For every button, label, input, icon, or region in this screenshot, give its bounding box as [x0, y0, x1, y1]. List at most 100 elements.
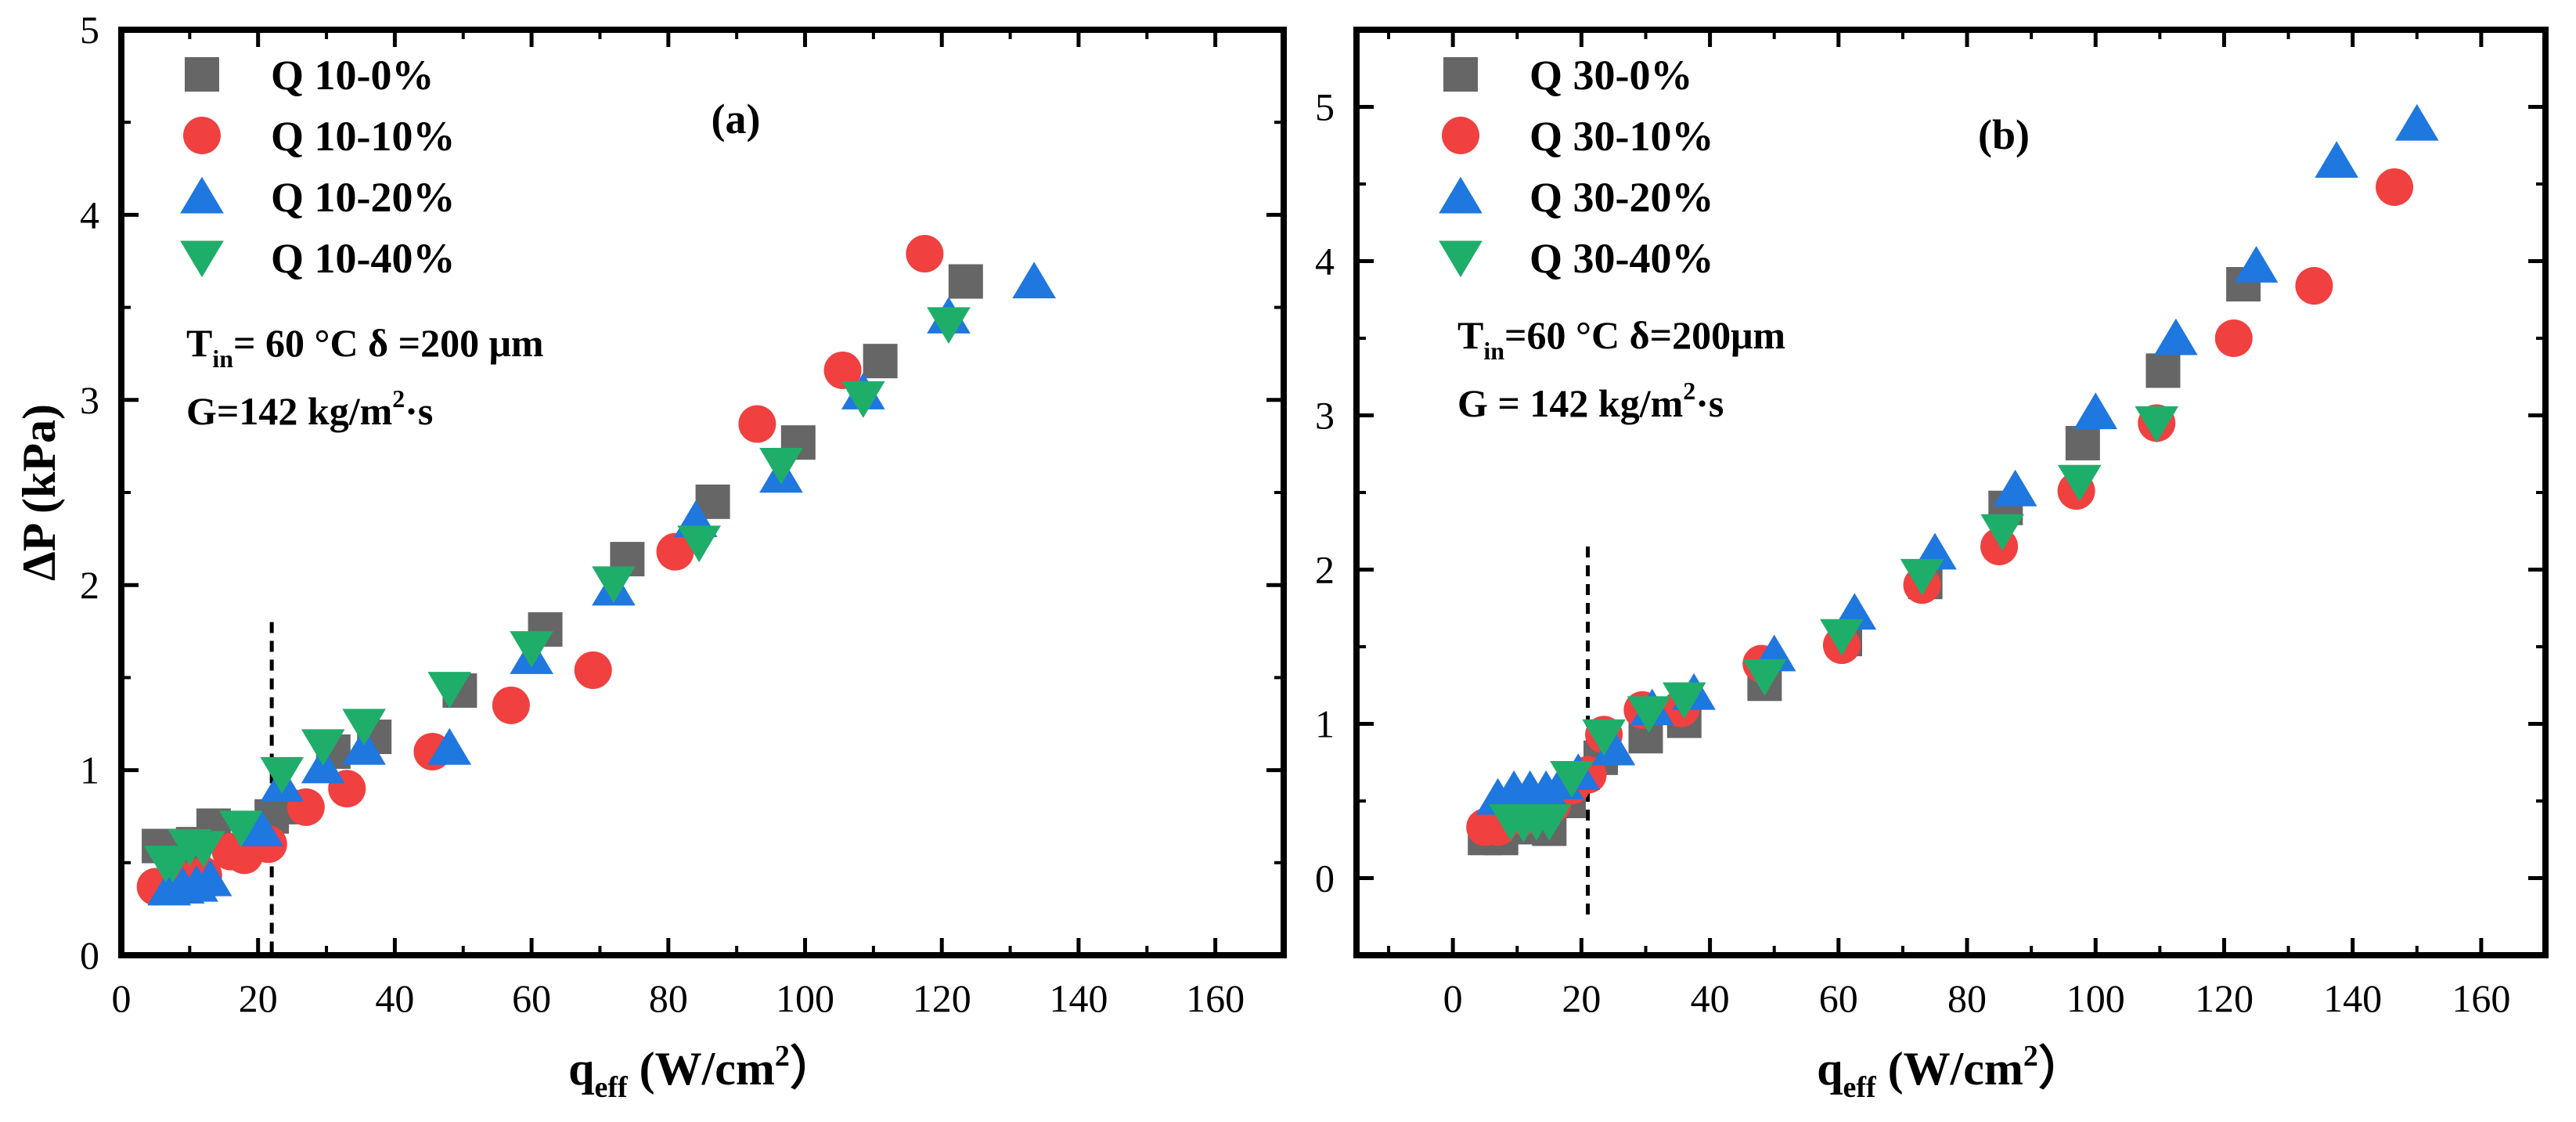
data-point [2135, 406, 2179, 443]
x-axis-title-main: q [1817, 1043, 1843, 1095]
legend-label: Q 10-10% [271, 113, 456, 160]
y-tick-label: 4 [80, 193, 99, 236]
data-point [2394, 103, 2439, 141]
annotation-rest: =60 °C δ=200μm [1504, 313, 1785, 357]
legend-marker [1439, 240, 1483, 278]
y-axis-title: ΔP (kPa) [13, 404, 65, 581]
legend-label: Q 10-40% [271, 235, 456, 282]
data-point [2315, 141, 2358, 178]
data-point [2057, 464, 2102, 502]
annotation-g-sup: 2 [392, 384, 405, 413]
data-point [1993, 469, 2037, 507]
x-tick-label: 140 [1049, 976, 1108, 1020]
panel-label: (b) [1978, 111, 2030, 158]
annotation-mass-flux: G = 142 kg/m2·s [1457, 377, 1724, 425]
data-point [342, 727, 386, 765]
data-point [841, 381, 885, 418]
legend-label: Q 30-40% [1529, 235, 1714, 282]
data-point [1980, 514, 2025, 551]
data-point [1627, 696, 1671, 734]
x-axis-title-sub: eff [594, 1071, 629, 1104]
data-point [510, 631, 553, 668]
data-point [492, 686, 530, 724]
data-point [427, 672, 472, 709]
data-point [1550, 760, 1594, 798]
data-point [677, 525, 721, 563]
y-tick-label: 0 [1315, 857, 1335, 900]
annotation-t: T [1457, 313, 1483, 357]
data-point [823, 351, 862, 389]
annotation-t: T [186, 321, 212, 365]
x-axis-title-sup: 2 [775, 1040, 790, 1073]
legend-marker [1442, 117, 1479, 154]
x-tick-label: 40 [375, 976, 414, 1020]
data-point [863, 344, 898, 379]
legend-label: Q 10-20% [271, 174, 456, 221]
x-tick-label: 120 [913, 976, 971, 1020]
x-axis-title-sub: eff [1843, 1071, 1877, 1104]
data-point [427, 727, 472, 765]
x-tick-label: 60 [1819, 976, 1858, 1020]
annotation-g-post: ·s [405, 389, 433, 433]
x-tick-label: 100 [2066, 976, 2125, 1020]
data-point [759, 448, 803, 485]
data-point [2073, 392, 2118, 430]
y-tick-label: 5 [80, 8, 99, 52]
annotation-g-post: ·s [1695, 381, 1724, 425]
data-point [301, 729, 345, 767]
data-point [219, 810, 263, 848]
x-tick-label: 160 [1186, 976, 1245, 1020]
data-point [592, 566, 636, 604]
data-point [181, 831, 225, 868]
annotation-g: G = 142 kg/m [1457, 381, 1683, 425]
x-tick-label: 80 [649, 976, 688, 1020]
data-point [1900, 558, 1944, 596]
y-tick-label: 4 [1315, 240, 1335, 283]
legend-label: Q 30-10% [1529, 113, 1714, 160]
annotation-conditions: Tin= 60 °C δ =200 μm [186, 321, 544, 373]
x-tick-label: 100 [776, 976, 834, 1020]
data-point [2214, 319, 2253, 357]
x-tick-label: 40 [1691, 976, 1730, 1020]
data-point [2154, 318, 2198, 355]
y-tick-label: 1 [80, 749, 99, 792]
data-point [2295, 267, 2333, 305]
annotation-g: G=142 kg/m [186, 389, 392, 433]
x-tick-label: 80 [1947, 976, 1987, 1020]
legend-marker [185, 57, 219, 92]
x-axis-title: qeff (W/cm2） [568, 1040, 837, 1104]
y-tick-label: 3 [80, 378, 99, 422]
y-tick-label: 3 [1315, 394, 1335, 438]
legend-label: Q 10-0% [271, 52, 434, 99]
panel-label: (a) [712, 96, 761, 143]
x-axis-title-unit: (W/cm [628, 1043, 775, 1095]
data-point [188, 859, 232, 897]
data-point [2065, 425, 2100, 460]
x-axis-title: qeff (W/cm2） [1817, 1040, 2085, 1104]
x-tick-label: 60 [512, 976, 551, 1020]
data-point [2376, 168, 2414, 206]
data-point [574, 651, 612, 689]
x-axis-title-close: ） [790, 1042, 837, 1095]
data-point [1582, 719, 1626, 756]
x-axis-title-main: q [568, 1043, 594, 1095]
data-point [2145, 353, 2181, 388]
data-point [342, 709, 386, 746]
data-point [1662, 682, 1706, 720]
data-point [948, 264, 983, 299]
x-tick-label: 0 [1443, 976, 1463, 1020]
annotation-t-sub: in [1483, 337, 1504, 365]
legend-marker [1439, 176, 1483, 214]
x-tick-label: 20 [1562, 976, 1601, 1020]
legend-label: Q 30-20% [1529, 174, 1714, 221]
annotation-t-sub: in [212, 345, 233, 373]
x-axis-title-sup: 2 [2023, 1040, 2038, 1073]
x-tick-label: 120 [2195, 976, 2254, 1020]
y-tick-label: 2 [80, 563, 99, 607]
annotation-conditions: Tin=60 °C δ=200μm [1457, 313, 1785, 365]
x-tick-label: 0 [112, 976, 132, 1020]
series-3 [1489, 406, 2179, 842]
legend-marker [183, 117, 221, 154]
